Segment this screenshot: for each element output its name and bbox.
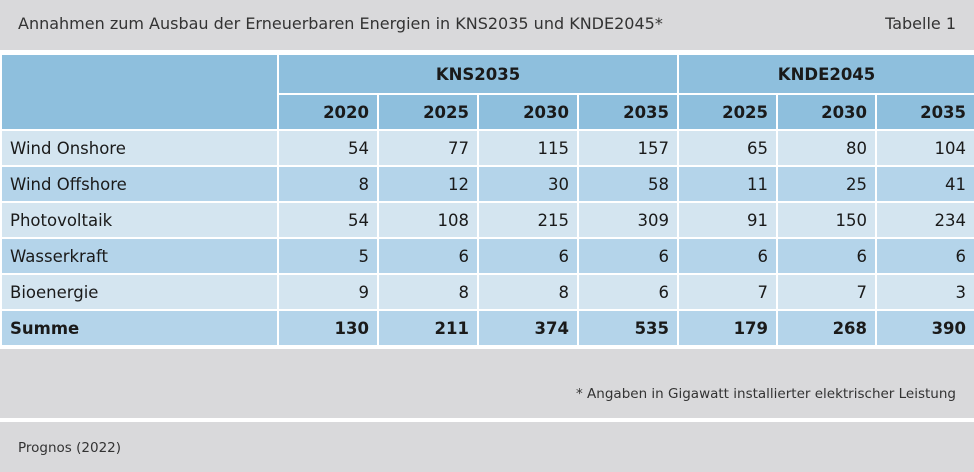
total-row: Summe 130 211 374 535 179 268 390: [0, 309, 974, 347]
table-cell: 115: [477, 129, 579, 167]
header-corner: [0, 53, 279, 131]
year-header: 2035: [875, 93, 974, 131]
energy-table: KNS2035 KNDE2045 2020 2025 2030 2035 202…: [0, 53, 974, 347]
table-cell: 3: [875, 273, 974, 311]
table-cell: 54: [277, 201, 379, 239]
table-cell: 6: [677, 237, 779, 275]
footnote: * Angaben in Gigawatt installierter elek…: [576, 386, 956, 402]
table-row: Wind Onshore 54 77 115 157 65 80 104: [0, 129, 974, 167]
total-label: Summe: [0, 309, 279, 347]
table-header-bar: Annahmen zum Ausbau der Erneuerbaren Ene…: [0, 0, 974, 50]
row-label: Wind Offshore: [0, 165, 279, 203]
total-cell: 535: [576, 309, 680, 347]
row-label: Wind Onshore: [0, 129, 279, 167]
table-row: Photovoltaik 54 108 215 309 91 150 234: [0, 201, 974, 239]
table-cell: 58: [576, 165, 680, 203]
table-cell: 6: [576, 237, 680, 275]
row-label: Photovoltaik: [0, 201, 279, 239]
table-number: Tabelle 1: [885, 14, 956, 33]
table-cell: 234: [875, 201, 974, 239]
table-cell: 8: [277, 165, 379, 203]
table-cell: 30: [477, 165, 579, 203]
table-cell: 6: [776, 237, 878, 275]
year-header: 2025: [677, 93, 779, 131]
year-header: 2025: [377, 93, 479, 131]
year-header: 2035: [576, 93, 680, 131]
table-cell: 5: [277, 237, 379, 275]
total-cell: 374: [477, 309, 579, 347]
total-cell: 390: [875, 309, 974, 347]
group-header-kns2035: KNS2035: [276, 53, 680, 95]
table-cell: 309: [576, 201, 680, 239]
table-row: Wind Offshore 8 12 30 58 11 25 41: [0, 165, 974, 203]
source-area: Prognos (2022): [0, 422, 974, 472]
table-cell: 25: [776, 165, 878, 203]
table-cell: 80: [776, 129, 878, 167]
source-note: Prognos (2022): [18, 440, 122, 456]
table-cell: 150: [776, 201, 878, 239]
table-row: Bioenergie 9 8 8 6 7 7 3: [0, 273, 974, 311]
group-header-knde2045: KNDE2045: [677, 53, 974, 95]
table-cell: 65: [677, 129, 779, 167]
table-cell: 77: [377, 129, 479, 167]
table-cell: 215: [477, 201, 579, 239]
total-cell: 268: [776, 309, 878, 347]
table-cell: 104: [875, 129, 974, 167]
row-label: Wasserkraft: [0, 237, 279, 275]
table-cell: 6: [576, 273, 680, 311]
table-cell: 11: [677, 165, 779, 203]
table-cell: 7: [677, 273, 779, 311]
year-header: 2020: [277, 93, 379, 131]
table-cell: 6: [377, 237, 479, 275]
table-cell: 12: [377, 165, 479, 203]
footnote-area: * Angaben in Gigawatt installierter elek…: [0, 349, 974, 418]
table-cell: 41: [875, 165, 974, 203]
table-cell: 108: [377, 201, 479, 239]
table-row: Wasserkraft 5 6 6 6 6 6 6: [0, 237, 974, 275]
row-label: Bioenergie: [0, 273, 279, 311]
table-cell: 91: [677, 201, 779, 239]
table-cell: 6: [477, 237, 579, 275]
year-header: 2030: [477, 93, 579, 131]
table-cell: 8: [477, 273, 579, 311]
total-cell: 179: [677, 309, 779, 347]
year-header: 2030: [776, 93, 878, 131]
table-cell: 9: [277, 273, 379, 311]
table-cell: 7: [776, 273, 878, 311]
table-cell: 6: [875, 237, 974, 275]
table-title: Annahmen zum Ausbau der Erneuerbaren Ene…: [18, 14, 663, 33]
total-cell: 130: [277, 309, 379, 347]
table-cell: 157: [576, 129, 680, 167]
table-cell: 8: [377, 273, 479, 311]
total-cell: 211: [377, 309, 479, 347]
table-cell: 54: [277, 129, 379, 167]
